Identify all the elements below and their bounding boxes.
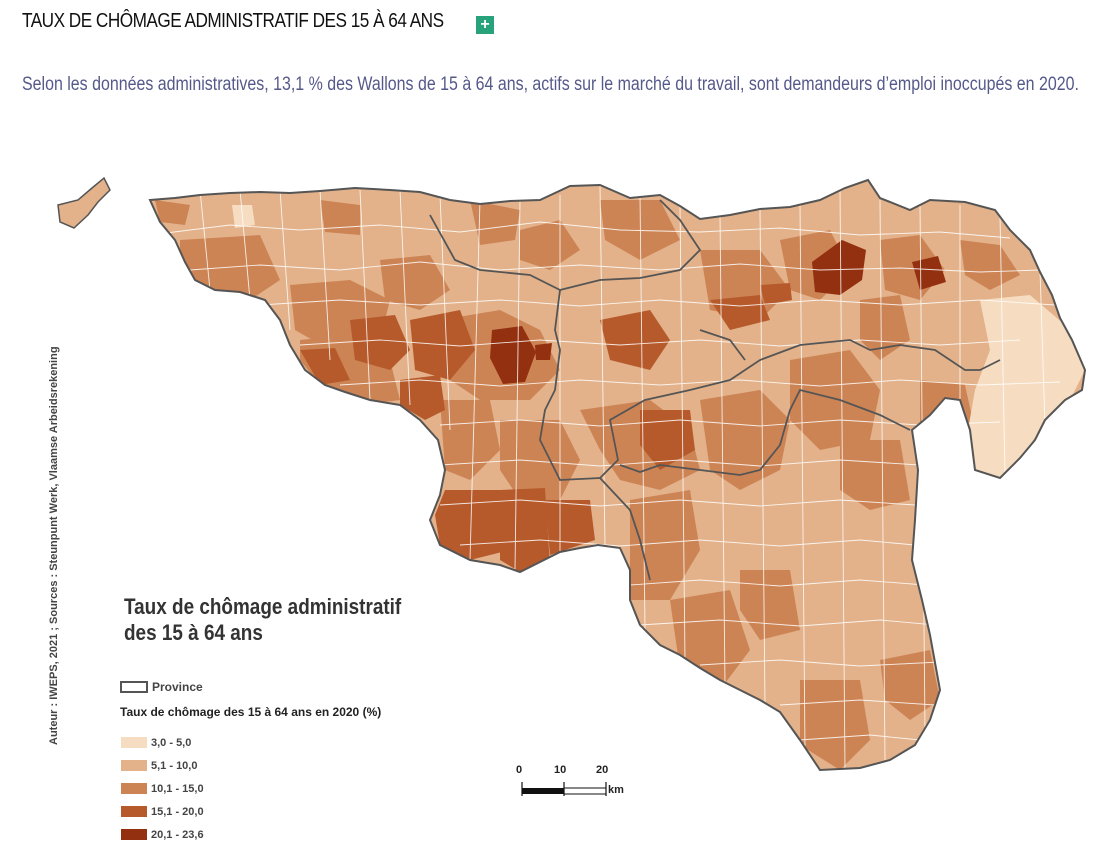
legend-item: 15,1 - 20,0 [121,800,204,823]
legend-swatch [121,829,147,840]
map-title-line2: des 15 à 64 ans [124,620,263,645]
scale-tick-10: 10 [554,764,567,776]
legend-label: 10,1 - 15,0 [151,782,204,795]
province-swatch [120,681,148,693]
legend-province: Province [120,680,203,694]
scale-tick-20: 20 [596,764,609,776]
scale-unit: km [608,784,624,796]
legend-swatch [121,783,147,794]
legend-subtitle: Taux de chômage des 15 à 64 ans en 2020 … [120,705,382,719]
legend-swatch [121,737,147,748]
legend-item: 10,1 - 15,0 [121,777,204,800]
legend-swatch [121,760,147,771]
map-title-line1: Taux de chômage administratif [124,594,402,619]
legend-swatch [121,806,147,817]
expand-button[interactable]: + [476,16,494,34]
legend-item: 3,0 - 5,0 [121,731,204,754]
map-credit: Auteur : IWEPS, 2021 ; Sources : Steunpu… [48,346,60,745]
scale-bar-graphic [521,782,607,796]
legend-label: 15,1 - 20,0 [151,805,204,818]
map-title: Taux de chômage administratif des 15 à 6… [124,594,401,646]
legend: 3,0 - 5,0 5,1 - 10,0 10,1 - 15,0 15,1 - … [121,731,204,846]
scale-tick-0: 0 [516,764,523,776]
legend-item: 5,1 - 10,0 [121,754,204,777]
intro-text: Selon les données administratives, 13,1 … [22,74,1079,95]
legend-label: 3,0 - 5,0 [151,736,192,749]
province-label: Province [152,680,203,694]
legend-label: 5,1 - 10,0 [151,759,198,772]
legend-item: 20,1 - 23,6 [121,823,204,846]
legend-label: 20,1 - 23,6 [151,828,204,841]
page-title: TAUX DE CHÔMAGE ADMINISTRATIF DES 15 À 6… [22,10,444,32]
